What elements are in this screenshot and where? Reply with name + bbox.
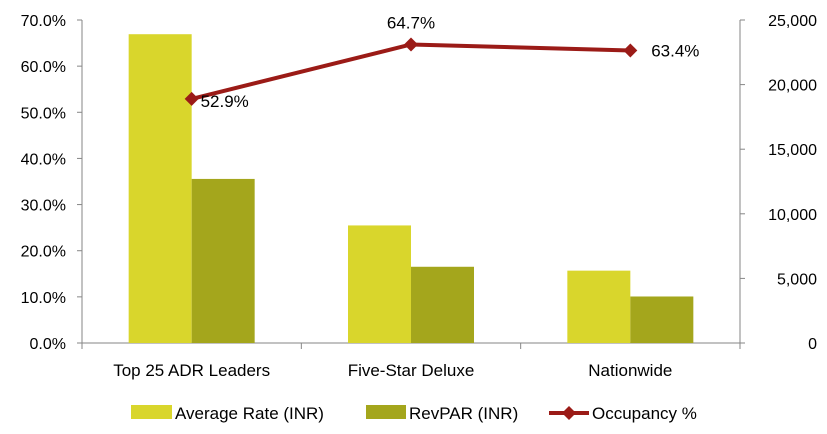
- left-axis-tick-label: 70.0%: [21, 13, 66, 30]
- occupancy-line: [191, 42, 631, 101]
- axes: 0.0% 10.0% 20.0% 30.0% 40.0% 50.0% 60.0% 70.0% 0…: [21, 13, 817, 380]
- occupancy-point: [404, 37, 418, 52]
- left-axis-tick-label: 50.0%: [21, 105, 66, 122]
- occupancy-point: [184, 91, 199, 106]
- labels: 52.9% 64.7% 63.4%: [201, 13, 700, 110]
- legend-marker: [562, 406, 576, 420]
- bar-series: [128, 34, 694, 343]
- occupancy-data-label: 52.9%: [201, 92, 249, 111]
- left-axis-tick-label: 30.0%: [21, 198, 66, 215]
- occupancy-point: [623, 43, 638, 58]
- left-axis-tick-label: 10.0%: [21, 290, 66, 307]
- legend-label: RevPAR (INR): [409, 404, 518, 423]
- left-axis-tick-label: 60.0%: [21, 59, 66, 76]
- right-axis-tick-label: 25,000: [768, 13, 817, 30]
- bar-revpar: [411, 266, 474, 343]
- occupancy-data-label: 64.7%: [387, 13, 435, 32]
- left-axis-tick-label: 20.0%: [21, 244, 66, 261]
- bar-revpar: [191, 178, 255, 343]
- bar-revpar: [630, 296, 694, 343]
- legend-swatch: [366, 405, 406, 419]
- category-label: Top 25 ADR Leaders: [113, 361, 270, 380]
- legend-label: Occupancy %: [592, 404, 697, 423]
- bar-average-rate: [567, 270, 631, 343]
- left-axis-tick-label: 0.0%: [30, 336, 66, 353]
- occupancy-data-label: 63.4%: [651, 41, 699, 60]
- legend-swatch: [131, 405, 172, 419]
- legend-label: Average Rate (INR): [175, 404, 324, 423]
- right-axis-tick-label: 10,000: [768, 207, 817, 224]
- bar-average-rate: [128, 34, 192, 343]
- legend: Average Rate (INR) RevPAR (INR) Occupancy …: [131, 404, 697, 423]
- right-axis-tick-label: 5,000: [777, 271, 817, 288]
- bar-average-rate: [348, 225, 411, 343]
- left-axis-tick-label: 40.0%: [21, 151, 66, 168]
- category-label: Five-Star Deluxe: [348, 361, 475, 380]
- right-axis-tick-label: 15,000: [768, 142, 817, 159]
- right-axis-tick-label: 0: [808, 336, 817, 353]
- right-axis-tick-label: 20,000: [768, 78, 817, 95]
- category-label: Nationwide: [588, 361, 672, 380]
- line-series: [184, 37, 638, 106]
